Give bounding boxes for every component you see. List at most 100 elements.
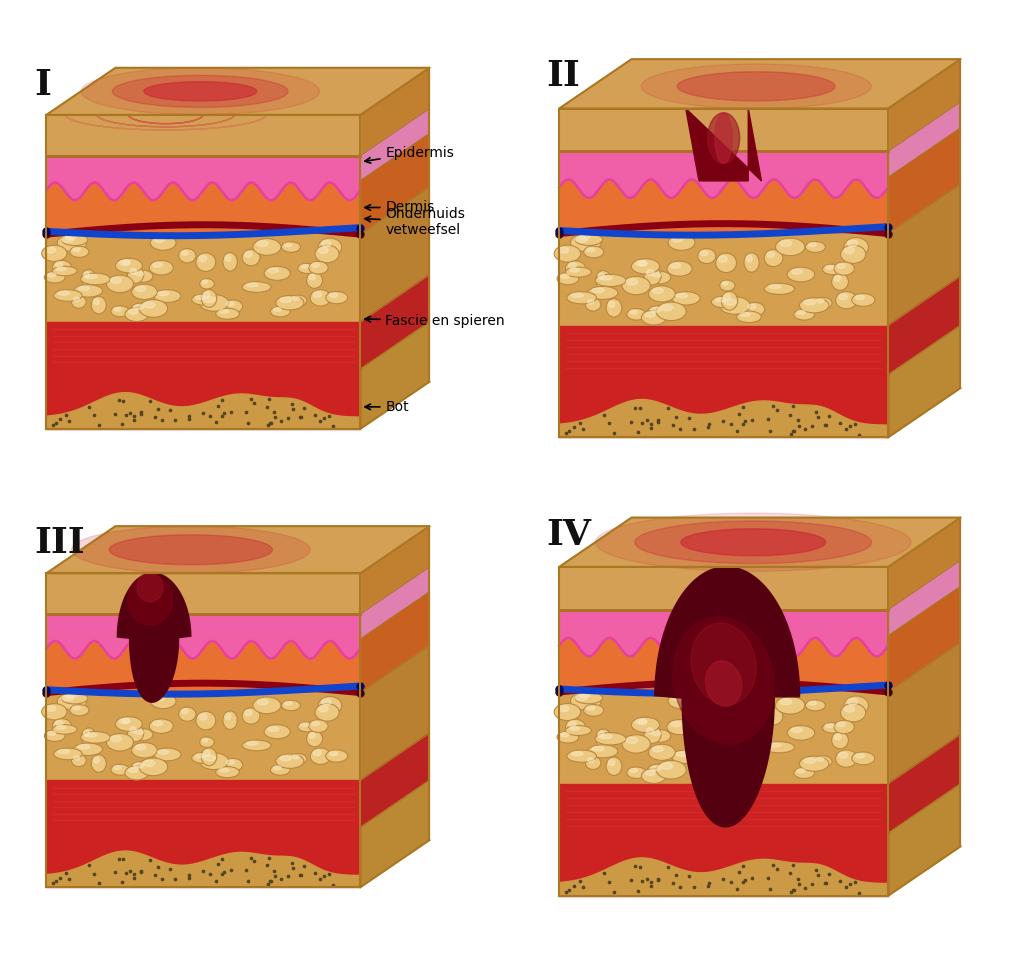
Ellipse shape <box>627 279 638 286</box>
Ellipse shape <box>746 713 753 720</box>
Ellipse shape <box>57 234 87 251</box>
Ellipse shape <box>85 275 97 279</box>
Polygon shape <box>888 276 961 375</box>
Polygon shape <box>113 75 288 107</box>
Polygon shape <box>118 573 190 702</box>
Ellipse shape <box>697 707 716 722</box>
Ellipse shape <box>318 247 329 253</box>
Ellipse shape <box>804 300 816 305</box>
Ellipse shape <box>651 308 662 312</box>
Ellipse shape <box>644 267 662 285</box>
Polygon shape <box>360 134 429 234</box>
Ellipse shape <box>822 265 843 275</box>
Ellipse shape <box>219 309 228 313</box>
Ellipse shape <box>586 756 601 770</box>
Polygon shape <box>559 784 888 834</box>
Ellipse shape <box>128 309 138 314</box>
Ellipse shape <box>557 731 579 743</box>
Ellipse shape <box>123 718 130 723</box>
Ellipse shape <box>839 752 848 758</box>
Ellipse shape <box>835 275 841 282</box>
Polygon shape <box>888 128 961 234</box>
Ellipse shape <box>592 747 604 751</box>
Ellipse shape <box>848 240 857 246</box>
Ellipse shape <box>627 767 646 778</box>
Ellipse shape <box>567 750 597 762</box>
Ellipse shape <box>568 263 577 268</box>
Ellipse shape <box>569 727 580 731</box>
Ellipse shape <box>114 766 121 770</box>
Ellipse shape <box>764 708 783 725</box>
Ellipse shape <box>575 236 588 243</box>
Ellipse shape <box>264 266 291 281</box>
Ellipse shape <box>93 757 99 763</box>
Ellipse shape <box>719 256 727 263</box>
Ellipse shape <box>253 239 281 255</box>
Ellipse shape <box>270 307 290 317</box>
Ellipse shape <box>42 245 67 262</box>
Ellipse shape <box>797 310 805 314</box>
Polygon shape <box>46 370 360 429</box>
Ellipse shape <box>201 289 217 308</box>
Ellipse shape <box>825 265 834 269</box>
Ellipse shape <box>560 732 569 736</box>
Ellipse shape <box>270 765 290 775</box>
Ellipse shape <box>745 303 765 316</box>
Ellipse shape <box>656 302 686 321</box>
Polygon shape <box>888 586 961 692</box>
Ellipse shape <box>245 710 252 715</box>
Ellipse shape <box>275 753 304 769</box>
Ellipse shape <box>106 733 133 751</box>
Polygon shape <box>888 784 961 896</box>
Ellipse shape <box>716 711 736 731</box>
Polygon shape <box>128 575 172 625</box>
Ellipse shape <box>311 721 319 726</box>
Ellipse shape <box>44 271 66 283</box>
Polygon shape <box>559 178 888 234</box>
Ellipse shape <box>588 758 594 763</box>
Polygon shape <box>46 180 360 201</box>
Ellipse shape <box>158 291 169 296</box>
Ellipse shape <box>132 729 153 741</box>
Ellipse shape <box>656 760 686 779</box>
Ellipse shape <box>293 754 299 759</box>
Ellipse shape <box>808 701 816 705</box>
Ellipse shape <box>715 756 725 760</box>
Ellipse shape <box>575 692 602 704</box>
Ellipse shape <box>257 241 268 246</box>
Ellipse shape <box>845 706 854 712</box>
Ellipse shape <box>565 719 586 734</box>
Ellipse shape <box>123 260 130 265</box>
Ellipse shape <box>151 235 176 250</box>
Ellipse shape <box>322 699 331 705</box>
Ellipse shape <box>285 244 292 246</box>
Ellipse shape <box>716 253 736 272</box>
Ellipse shape <box>315 704 339 721</box>
Polygon shape <box>559 834 888 896</box>
Ellipse shape <box>293 296 299 301</box>
Ellipse shape <box>52 261 72 274</box>
Ellipse shape <box>623 276 650 295</box>
Polygon shape <box>128 115 204 123</box>
Ellipse shape <box>787 726 815 740</box>
Ellipse shape <box>652 746 664 752</box>
Ellipse shape <box>764 742 795 753</box>
Polygon shape <box>46 393 360 429</box>
Ellipse shape <box>181 250 188 255</box>
Ellipse shape <box>134 763 143 768</box>
Ellipse shape <box>560 274 569 278</box>
Ellipse shape <box>130 727 136 732</box>
Ellipse shape <box>740 771 751 775</box>
Ellipse shape <box>676 752 687 756</box>
Ellipse shape <box>646 728 653 734</box>
Ellipse shape <box>73 247 80 251</box>
Ellipse shape <box>135 745 145 750</box>
Ellipse shape <box>787 267 815 282</box>
Ellipse shape <box>775 696 805 714</box>
Ellipse shape <box>280 755 291 761</box>
Ellipse shape <box>764 249 783 266</box>
Ellipse shape <box>792 269 803 274</box>
Ellipse shape <box>318 238 342 256</box>
Ellipse shape <box>814 297 831 309</box>
Ellipse shape <box>81 269 96 287</box>
